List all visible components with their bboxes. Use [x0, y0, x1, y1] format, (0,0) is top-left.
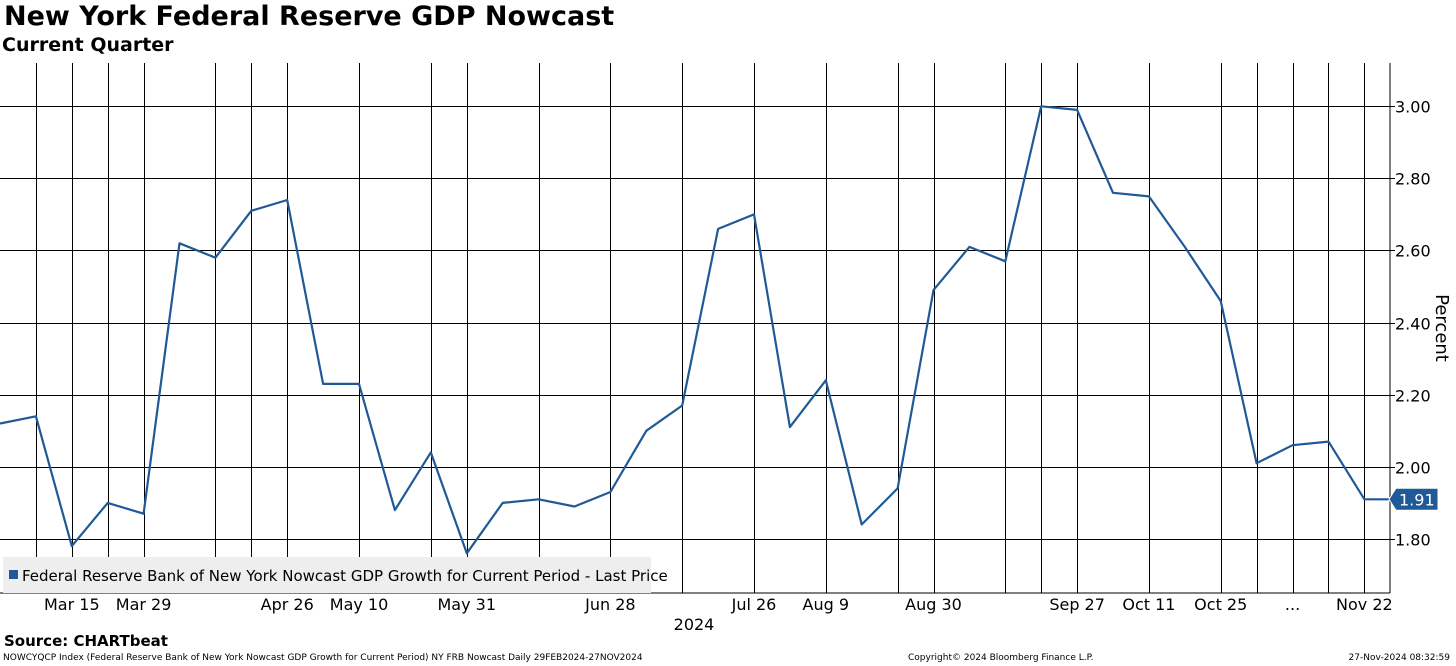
footer-copyright: Copyright© 2024 Bloomberg Finance L.P.	[908, 653, 1094, 663]
x-tick-label: Mar 29	[116, 595, 172, 614]
x-tick-label: Nov 22	[1336, 595, 1393, 614]
legend-background	[3, 557, 651, 593]
y-tick-label: 3.00	[1395, 98, 1431, 117]
x-axis-tick-labels: Mar 15 Mar 29 Apr 26 May 10 May 31 Jun 28 Jul …	[44, 595, 1393, 614]
x-tick-label: Apr 26	[261, 595, 314, 614]
x-tick-label: May 10	[330, 595, 389, 614]
footer-timestamp: 27-Nov-2024 08:32:59	[1348, 653, 1450, 663]
last-value-label: 1.91	[1399, 490, 1435, 509]
footer-description: NOWCYQCP Index (Federal Reserve Bank of …	[3, 653, 643, 663]
source-label: Source: CHARTbeat	[4, 632, 168, 650]
y-axis-tick-labels: 1.80 2.00 2.20 2.40 2.60 2.80 3.00	[1395, 98, 1431, 550]
x-tick-label: Jul 26	[731, 595, 777, 614]
y-tick-label: 2.20	[1395, 387, 1431, 406]
y-tick-label: 2.40	[1395, 315, 1431, 334]
y-tick-label: 1.80	[1395, 531, 1431, 550]
series-line	[0, 105, 1390, 555]
y-tick-label: 2.80	[1395, 170, 1431, 189]
x-axis-year-label: 2024	[674, 615, 715, 634]
x-tick-label: Aug 9	[803, 595, 850, 614]
x-tick-label: Oct 11	[1122, 595, 1175, 614]
last-value-badge: 1.91	[1388, 487, 1439, 511]
legend: Federal Reserve Bank of New York Nowcast…	[3, 557, 668, 593]
x-tick-label: May 31	[437, 595, 496, 614]
x-tick-label: Jun 28	[584, 595, 635, 614]
y-axis-label: Percent	[1431, 294, 1452, 362]
x-tick-label: Sep 27	[1049, 595, 1105, 614]
y-tick-label: 2.00	[1395, 459, 1431, 478]
last-value-marker	[1388, 487, 1439, 511]
horizontal-gridlines	[0, 106, 1395, 540]
legend-swatch	[9, 570, 18, 579]
y-tick-label: 2.60	[1395, 242, 1431, 261]
vertical-gridlines	[36, 63, 1365, 593]
x-tick-label: ...	[1285, 595, 1300, 614]
x-tick-label: Oct 25	[1194, 595, 1247, 614]
legend-series-name: Federal Reserve Bank of New York Nowcast…	[22, 567, 668, 585]
x-tick-label: Mar 15	[44, 595, 100, 614]
chart-subtitle: Current Quarter	[2, 34, 174, 56]
series-lines	[0, 105, 1390, 555]
x-tick-label: Aug 30	[905, 595, 962, 614]
chart-title: New York Federal Reserve GDP Nowcast	[4, 1, 615, 32]
